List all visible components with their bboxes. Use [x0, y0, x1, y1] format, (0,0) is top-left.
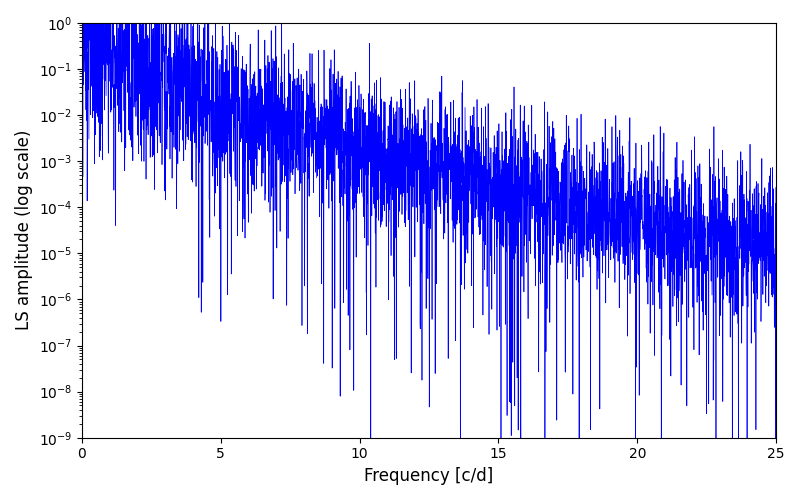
- X-axis label: Frequency [c/d]: Frequency [c/d]: [364, 467, 494, 485]
- Y-axis label: LS amplitude (log scale): LS amplitude (log scale): [15, 130, 33, 330]
